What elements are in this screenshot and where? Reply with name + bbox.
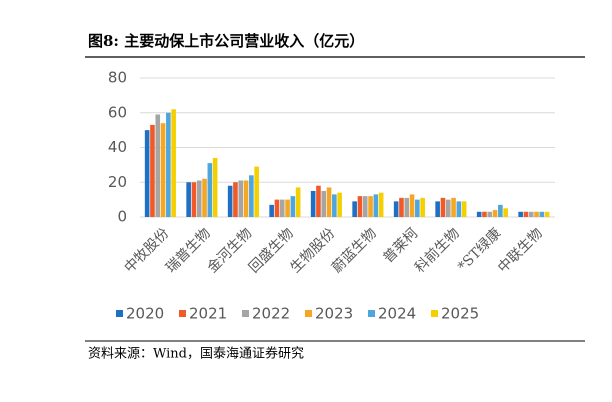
- bar: [285, 199, 290, 217]
- bar: [523, 211, 529, 217]
- legend-label: 2020: [126, 305, 164, 323]
- legend-swatch: [368, 310, 375, 317]
- bar: [321, 190, 327, 217]
- bar: [393, 201, 399, 217]
- bar: [498, 204, 503, 217]
- x-tick-label: 蔚蓝生物: [329, 225, 380, 276]
- bar: [290, 196, 296, 217]
- bar: [476, 211, 482, 217]
- bar: [227, 185, 233, 217]
- x-tick-label: 普莱柯: [380, 225, 421, 266]
- x-tick-label: 回盛生物: [246, 225, 297, 276]
- bar: [461, 201, 467, 217]
- legend-swatch: [431, 310, 438, 317]
- x-tick-label: 中牧股份: [121, 225, 172, 276]
- chart-title: 图8: 主要动保上市公司营业收入（亿元）: [88, 32, 364, 50]
- y-tick-label: 60: [108, 103, 127, 121]
- bar: [445, 199, 451, 217]
- bar: [503, 208, 508, 217]
- bar: [544, 211, 550, 217]
- legend-label: 2025: [441, 305, 479, 323]
- legend-swatch: [116, 310, 123, 317]
- bar: [435, 201, 440, 217]
- legend-label: 2022: [252, 305, 290, 323]
- bar: [233, 182, 238, 217]
- y-tick-label: 0: [117, 208, 127, 226]
- bar: [420, 197, 425, 217]
- bar: [171, 109, 176, 217]
- bar: [166, 112, 171, 217]
- bar: [196, 180, 202, 217]
- x-tick-label: 生物股份: [287, 225, 338, 276]
- bar: [352, 201, 357, 217]
- legend-swatch: [305, 310, 312, 317]
- bar: [373, 194, 379, 217]
- y-tick-label: 20: [108, 173, 127, 191]
- x-tick-label: 瑞普生物: [163, 225, 214, 276]
- bar: [279, 199, 285, 217]
- bar: [207, 163, 213, 217]
- bar: [144, 130, 150, 217]
- bar: [492, 210, 498, 217]
- bar: [357, 196, 363, 217]
- bar: [378, 192, 384, 217]
- bar: [456, 201, 462, 217]
- bar: [368, 196, 373, 217]
- bar: [295, 187, 301, 217]
- legend-label: 2021: [189, 305, 227, 323]
- bar: [539, 211, 545, 217]
- bar: [440, 197, 446, 217]
- bar: [451, 197, 456, 217]
- bar: [518, 211, 523, 217]
- bar: [212, 157, 218, 217]
- bar: [269, 204, 274, 217]
- y-tick-label: 80: [108, 69, 127, 87]
- bar: [155, 114, 161, 217]
- y-tick-label: 40: [108, 138, 127, 156]
- bar: [399, 197, 404, 217]
- source: 资料来源：Wind，国泰海通证券研究: [88, 346, 304, 362]
- bar: [415, 199, 420, 217]
- bar: [274, 199, 280, 217]
- x-tick-label: 金河生物: [204, 225, 255, 276]
- legend-label: 2023: [315, 305, 353, 323]
- bar: [316, 185, 321, 217]
- bar: [337, 192, 342, 217]
- bar: [191, 182, 197, 217]
- bar: [238, 180, 244, 217]
- bar: [243, 180, 249, 217]
- legend-swatch: [179, 310, 186, 317]
- bar: [186, 182, 191, 217]
- bar: [528, 211, 534, 217]
- bar: [310, 190, 316, 217]
- bar: [332, 194, 337, 217]
- bar: [404, 197, 410, 217]
- bar: [482, 211, 487, 217]
- bar: [409, 194, 415, 217]
- bar: [160, 123, 166, 217]
- bar: [362, 196, 368, 217]
- bar: [249, 175, 254, 217]
- legend-swatch: [242, 310, 249, 317]
- bar: [326, 187, 332, 217]
- x-tick-label: 中联生物: [495, 225, 546, 276]
- bar: [487, 211, 493, 217]
- bar: [202, 178, 207, 217]
- legend-label: 2024: [378, 305, 416, 323]
- x-tick-label: 科前生物: [411, 225, 463, 277]
- bar: [150, 124, 155, 217]
- bar: [254, 166, 259, 217]
- bar: [534, 211, 539, 217]
